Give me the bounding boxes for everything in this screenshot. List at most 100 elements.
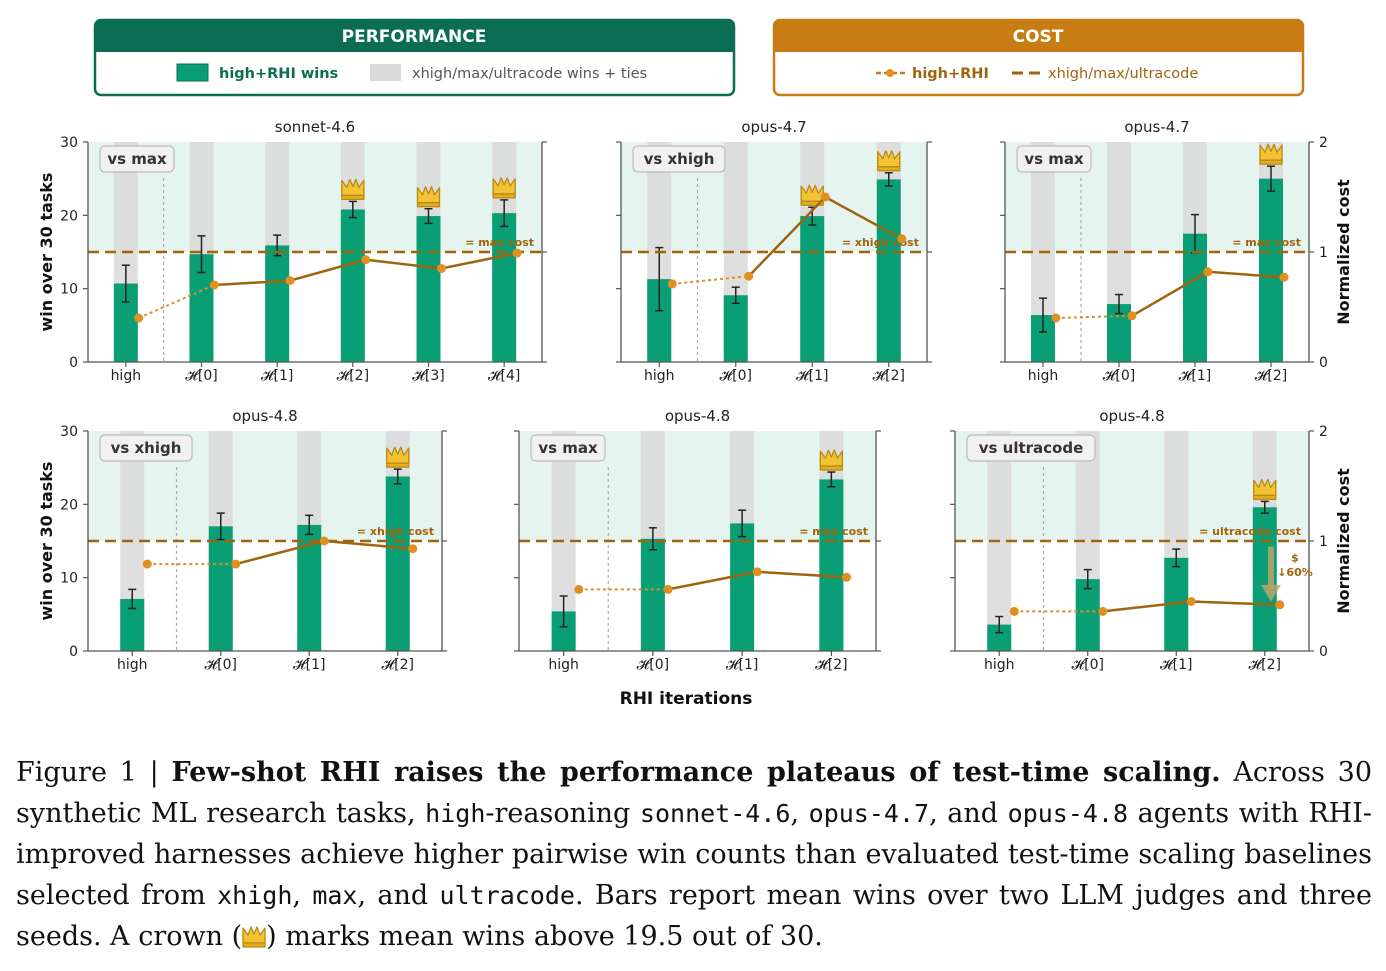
cost-line-dotted: [138, 284, 215, 319]
bar: [340, 209, 365, 362]
cost-point: [752, 567, 762, 577]
category-label: 𝓗[3]: [412, 368, 444, 384]
bar: [819, 479, 844, 651]
tick-label-left: 0: [69, 355, 78, 371]
bar: [492, 213, 517, 362]
ylabel-left-bottom: win over 30 tasks: [37, 462, 56, 621]
cost-point: [1203, 267, 1213, 277]
bar: [800, 216, 825, 362]
baseline-cost-label: = max cost: [1232, 236, 1301, 249]
baseline-cost-label: = xhigh cost: [357, 525, 434, 538]
bar: [265, 245, 290, 362]
tick-label-right: 1: [1319, 534, 1328, 550]
comparison-badge: [966, 434, 1096, 462]
comparison-badge-label: vs ultracode: [979, 439, 1084, 457]
panel-title: opus-4.8: [665, 407, 730, 425]
cost-point: [142, 559, 152, 569]
legend-swatch-gray: [370, 64, 401, 81]
cost-point: [1009, 606, 1019, 616]
cost-line-dotted: [672, 275, 749, 285]
bar: [1259, 178, 1283, 362]
tick-label-left: 20: [60, 497, 78, 513]
panel-title: sonnet-4.6: [275, 118, 355, 136]
tick-label-left: 30: [60, 135, 78, 151]
panel-title: opus-4.7: [741, 118, 806, 136]
cost-point: [820, 192, 830, 202]
bar: [416, 216, 441, 362]
bar: [208, 526, 233, 651]
panel-3: = max cost 0 1 2 high 𝓗[0] 𝓗[1] 𝓗[2] opus-4.7 vs …: [1000, 118, 1328, 384]
cost-point: [285, 276, 295, 286]
cost-point: [1275, 600, 1285, 610]
ylabel-right-top: Normalized cost: [1334, 179, 1353, 325]
cost-point: [663, 584, 673, 594]
cost-point: [134, 313, 144, 323]
comparison-badge-label: vs max: [538, 439, 598, 457]
cost-point: [667, 279, 677, 289]
comparison-badge: [530, 434, 606, 462]
tick-label-right: 0: [1319, 644, 1328, 660]
legend-swatch-green: [176, 63, 209, 82]
tick-label-left: 0: [69, 644, 78, 660]
legend-item-rhi-wins: high+RHI wins: [219, 66, 338, 82]
bar: [640, 538, 665, 651]
category-label: 𝓗[1]: [726, 657, 758, 673]
crown-icon: [242, 926, 266, 948]
comparison-badge: [99, 145, 175, 173]
tick-label-right: 1: [1319, 245, 1328, 261]
cost-point: [842, 572, 852, 582]
category-label: 𝓗[4]: [488, 368, 520, 384]
cost-point: [1051, 313, 1061, 323]
panel-6: = ultracode cost 0 1 2 high 𝓗[0] 𝓗[1] 𝓗[2] opus-…: [950, 407, 1328, 673]
tick-label-right: 0: [1319, 355, 1328, 371]
category-label: 𝓗[1]: [1179, 368, 1211, 384]
category-label: 𝓗[2]: [382, 657, 414, 673]
category-label: 𝓗[1]: [1160, 657, 1192, 673]
cost-point: [209, 280, 219, 290]
category-label: high: [548, 657, 579, 673]
baseline-cost-label: = xhigh cost: [842, 236, 919, 249]
panel-title: opus-4.7: [1124, 118, 1189, 136]
comparison-badge-label: vs max: [1024, 150, 1084, 168]
savings-label-percent: ↓60%: [1277, 566, 1313, 579]
panel-2: = xhigh cost high 𝓗[0] 𝓗[1] 𝓗[2] opus-4.7 vs x…: [616, 118, 932, 384]
cost-point: [408, 544, 418, 554]
comparison-badge-label: vs xhigh: [111, 439, 182, 457]
figure-1: PERFORMANCE high+RHI wins xhigh/max/ultr…: [37, 18, 1353, 709]
cost-point: [512, 248, 522, 258]
legend-cost: COST high+RHI xhigh/max/ultracode: [772, 18, 1305, 97]
category-label: 𝓗[0]: [1072, 657, 1104, 673]
category-label: 𝓗[0]: [637, 657, 669, 673]
comparison-badge-label: vs max: [107, 150, 167, 168]
cost-point: [319, 536, 329, 546]
legend-item-baseline-cost: xhigh/max/ultracode: [1048, 66, 1198, 82]
panel-title: opus-4.8: [1099, 407, 1164, 425]
category-label: 𝓗[0]: [1103, 368, 1135, 384]
comparison-badge: [1016, 145, 1092, 173]
cost-point: [436, 264, 446, 273]
legend-cost-title: COST: [1013, 27, 1064, 47]
cost-point: [574, 584, 584, 594]
figure-caption: Figure 1 | Few-shot RHI raises the perfo…: [16, 757, 1373, 952]
savings-arrow-shaft: [1268, 546, 1274, 588]
category-label: 𝓗[1]: [293, 657, 325, 673]
baseline-cost-label: = max cost: [799, 525, 868, 538]
cost-point: [361, 255, 371, 265]
cost-point: [1279, 272, 1289, 282]
category-label: 𝓗[1]: [796, 368, 828, 384]
category-label: 𝓗[2]: [1255, 368, 1287, 384]
panel-4: = xhigh cost 0 10 20 30 high 𝓗[0] 𝓗[1] 𝓗[2] opus-…: [60, 407, 447, 673]
category-label: high: [117, 657, 148, 673]
ylabel-right-bottom: Normalized cost: [1334, 468, 1353, 614]
legend-item-rhi-cost: high+RHI: [912, 66, 989, 82]
cost-line-dotted: [1055, 314, 1132, 319]
savings-label-symbol: $: [1291, 552, 1299, 565]
bar: [1075, 579, 1100, 651]
tick-label-left: 30: [60, 424, 78, 440]
category-label: high: [1028, 368, 1059, 384]
category-label: high: [984, 657, 1015, 673]
panel-title: opus-4.8: [232, 407, 297, 425]
baseline-cost-label: = ultracode cost: [1199, 525, 1301, 538]
legend-item-baseline-wins: xhigh/max/ultracode wins + ties: [412, 66, 647, 82]
savings-arrow-head: [1261, 585, 1281, 602]
